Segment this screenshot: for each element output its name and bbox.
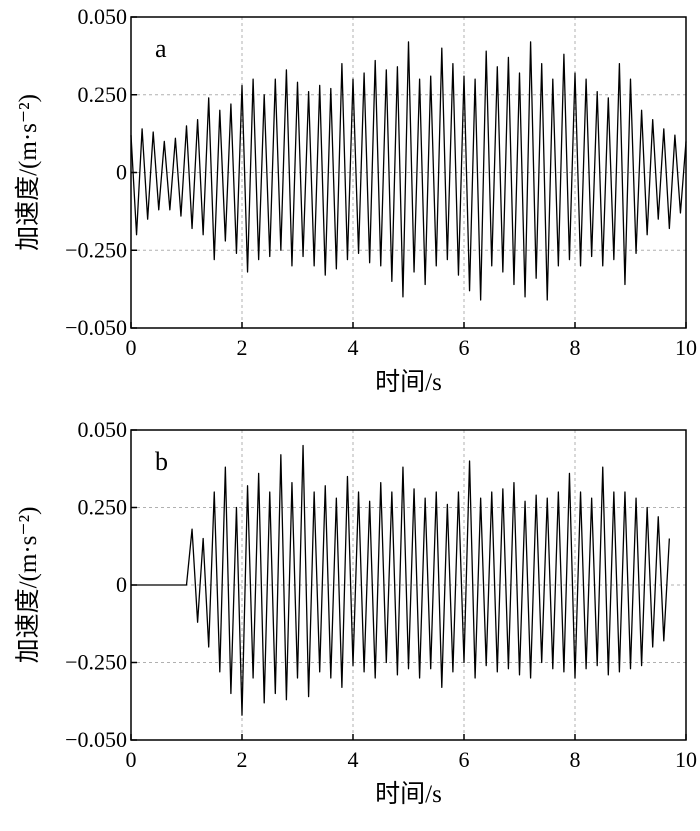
x-tick-label: 4 — [348, 335, 359, 360]
y-tick-label: −0.250 — [65, 237, 127, 262]
x-tick-label: 8 — [570, 335, 581, 360]
x-tick-label: 10 — [675, 747, 697, 772]
x-tick-label: 10 — [675, 335, 697, 360]
x-tick-label: 0 — [126, 335, 137, 360]
y-tick-label: 0.050 — [78, 4, 128, 29]
y-axis-label: 加速度/(m·s⁻²) — [14, 94, 42, 251]
y-tick-label: −0.050 — [65, 727, 127, 752]
y-tick-label: 0 — [116, 572, 127, 597]
y-tick-label: 0 — [116, 160, 127, 185]
plot-frame — [130, 429, 687, 741]
y-tick-label: 0.250 — [78, 82, 128, 107]
x-tick-label: 4 — [348, 747, 359, 772]
x-tick-label: 6 — [459, 747, 470, 772]
signal-line — [131, 444, 670, 716]
x-tick-label: 2 — [237, 335, 248, 360]
y-tick-label: −0.250 — [65, 650, 127, 675]
x-tick-label: 0 — [126, 747, 137, 772]
y-tick-label: −0.050 — [65, 315, 127, 340]
x-tick-label: 2 — [237, 747, 248, 772]
x-tick-label: 8 — [570, 747, 581, 772]
x-axis-label: 时间/s — [375, 780, 442, 808]
panel-label: a — [155, 34, 167, 63]
panel-label: b — [155, 447, 168, 476]
plot-frame — [130, 16, 687, 329]
y-tick-label: 0.250 — [78, 495, 128, 520]
signal-line — [130, 41, 687, 301]
x-axis-label: 时间/s — [375, 368, 442, 396]
y-axis-label: 加速度/(m·s⁻²) — [14, 507, 42, 664]
x-tick-label: 6 — [459, 335, 470, 360]
y-tick-label: 0.050 — [78, 417, 128, 442]
